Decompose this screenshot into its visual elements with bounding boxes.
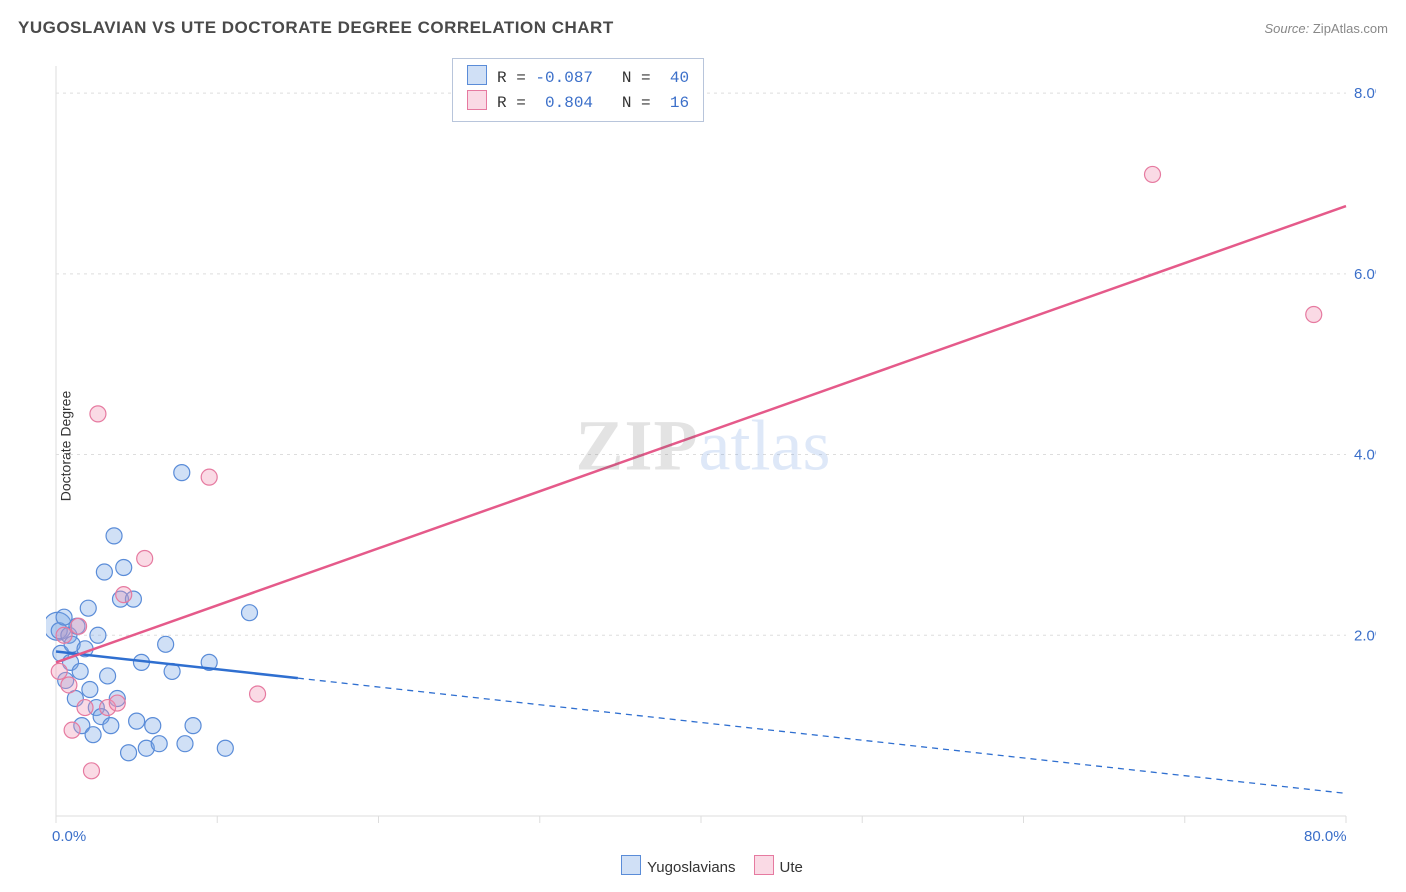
x-axis-label-left: 0.0%	[52, 828, 86, 845]
legend-swatch-icon	[467, 90, 487, 110]
source-prefix: Source:	[1264, 21, 1312, 36]
chart-title: YUGOSLAVIAN VS UTE DOCTORATE DEGREE CORR…	[18, 18, 614, 38]
x-axis-label-right: 80.0%	[1304, 828, 1347, 845]
source-name: ZipAtlas.com	[1313, 21, 1388, 36]
legend-label: Yugoslavians	[647, 859, 735, 876]
header-bar: YUGOSLAVIAN VS UTE DOCTORATE DEGREE CORR…	[18, 18, 1388, 38]
svg-text:2.0%: 2.0%	[1354, 627, 1376, 644]
svg-text:4.0%: 4.0%	[1354, 447, 1376, 464]
correlation-stats-box: R = -0.087 N = 40R = 0.804 N = 16	[452, 58, 704, 122]
legend-label: Ute	[780, 859, 803, 876]
stats-row: R = -0.087 N = 40	[467, 65, 689, 90]
legend-swatch-icon	[621, 855, 641, 875]
legend-swatch-icon	[754, 855, 774, 875]
legend-swatch-icon	[467, 65, 487, 85]
svg-text:6.0%: 6.0%	[1354, 266, 1376, 283]
stats-row: R = 0.804 N = 16	[467, 90, 689, 115]
footer-legend: Yugoslavians Ute	[0, 855, 1406, 876]
svg-text:8.0%: 8.0%	[1354, 85, 1376, 102]
source-attribution: Source: ZipAtlas.com	[1264, 21, 1388, 36]
correlation-scatter-chart: 2.0% 4.0% 6.0% 8.0%	[46, 46, 1376, 836]
